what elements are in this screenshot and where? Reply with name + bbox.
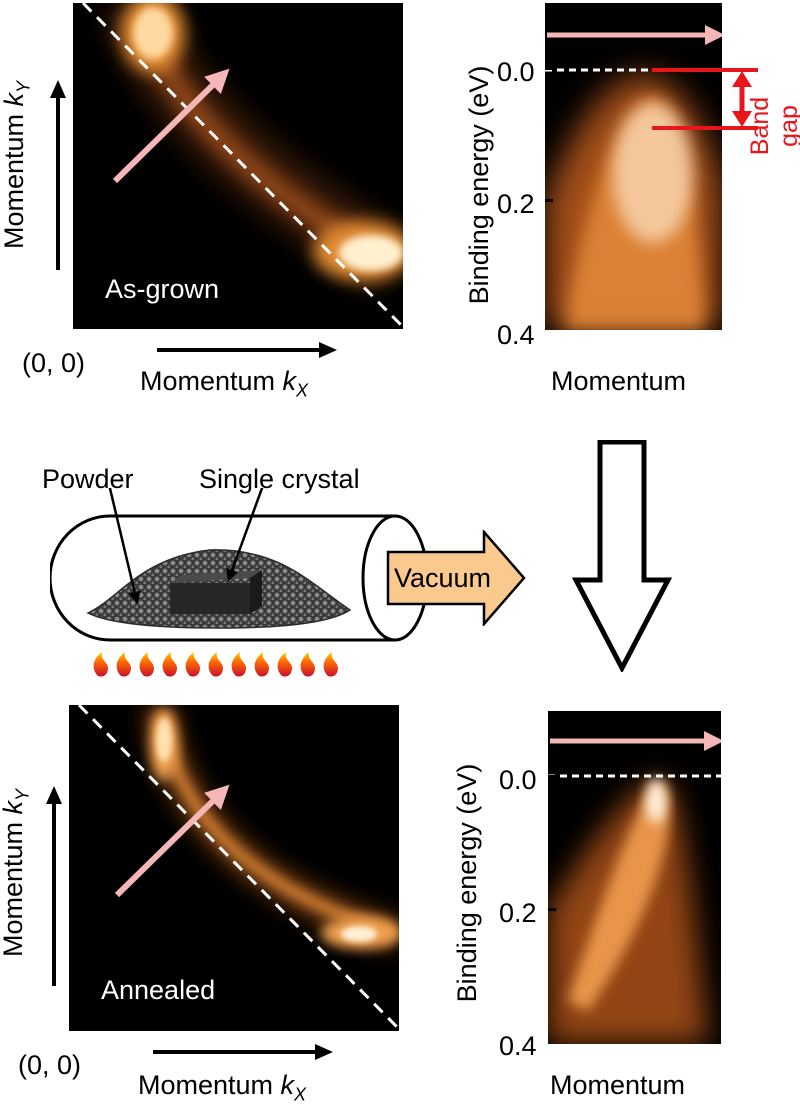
top-fermi-map: As-grown <box>73 3 403 329</box>
bottom-sample-label: Annealed <box>101 975 216 1005</box>
bottom-momentum-label: Momentum <box>550 1070 686 1100</box>
bottom-tick-mark-1 <box>548 908 556 911</box>
bottom-ky-axis-arrow <box>46 786 62 986</box>
bottom-binding-energy-label: Binding energy (eV) <box>452 763 482 1003</box>
top-binding-energy-label: Binding energy (eV) <box>464 65 494 305</box>
top-tick-1: 0.2 <box>497 189 535 219</box>
heater-flames <box>93 652 338 677</box>
top-spectrum <box>545 3 722 330</box>
top-ky-axis-arrow <box>50 80 66 270</box>
bottom-kx-label: Momentum kX <box>138 1070 307 1105</box>
crystal-pointer <box>226 488 264 582</box>
vacuum-arrow <box>386 530 526 626</box>
bottom-tick-0: 0.0 <box>499 765 537 795</box>
top-kx-axis-arrow <box>157 342 337 358</box>
bottom-tick-1: 0.2 <box>499 898 537 928</box>
bottom-fermi-map-image <box>77 705 399 1031</box>
band-gap-label: Band gap <box>746 96 800 156</box>
top-origin-label: (0, 0) <box>22 348 86 378</box>
annealing-setup-diagram <box>50 488 429 677</box>
top-tick-mark-0 <box>545 67 553 70</box>
bottom-tick-mark-0 <box>548 775 556 778</box>
powder-pointer <box>108 488 141 605</box>
band-gap-marker <box>652 68 758 130</box>
top-tick-0: 0.0 <box>497 57 535 87</box>
bottom-fermi-map: Annealed <box>69 705 399 1031</box>
top-ky-label: Momentum kY <box>0 80 34 250</box>
top-cut-arrow <box>112 68 230 184</box>
top-tick-mark-1 <box>545 199 553 202</box>
powder-label: Powder <box>42 464 134 494</box>
top-kx-label: Momentum kX <box>140 366 309 401</box>
bottom-tick-2: 0.4 <box>499 1031 537 1061</box>
top-spectrum-image <box>545 25 722 330</box>
bottom-origin-label: (0, 0) <box>18 1050 82 1080</box>
bottom-ky-label: Momentum kY <box>0 788 33 958</box>
bottom-kx-axis-arrow <box>153 1044 333 1060</box>
bottom-cut-arrow <box>114 784 230 898</box>
top-sample-label: As-grown <box>105 274 220 304</box>
bottom-spectrum <box>548 711 721 1044</box>
single-crystal <box>170 570 262 614</box>
top-tick-2: 0.4 <box>497 320 535 350</box>
single-crystal-label: Single crystal <box>199 464 360 494</box>
process-down-arrow <box>572 440 672 672</box>
bottom-spectrum-image <box>548 731 721 1044</box>
top-momentum-label: Momentum <box>551 366 687 396</box>
top-fermi-map-image <box>81 3 403 329</box>
vacuum-label: Vacuum <box>394 563 492 593</box>
